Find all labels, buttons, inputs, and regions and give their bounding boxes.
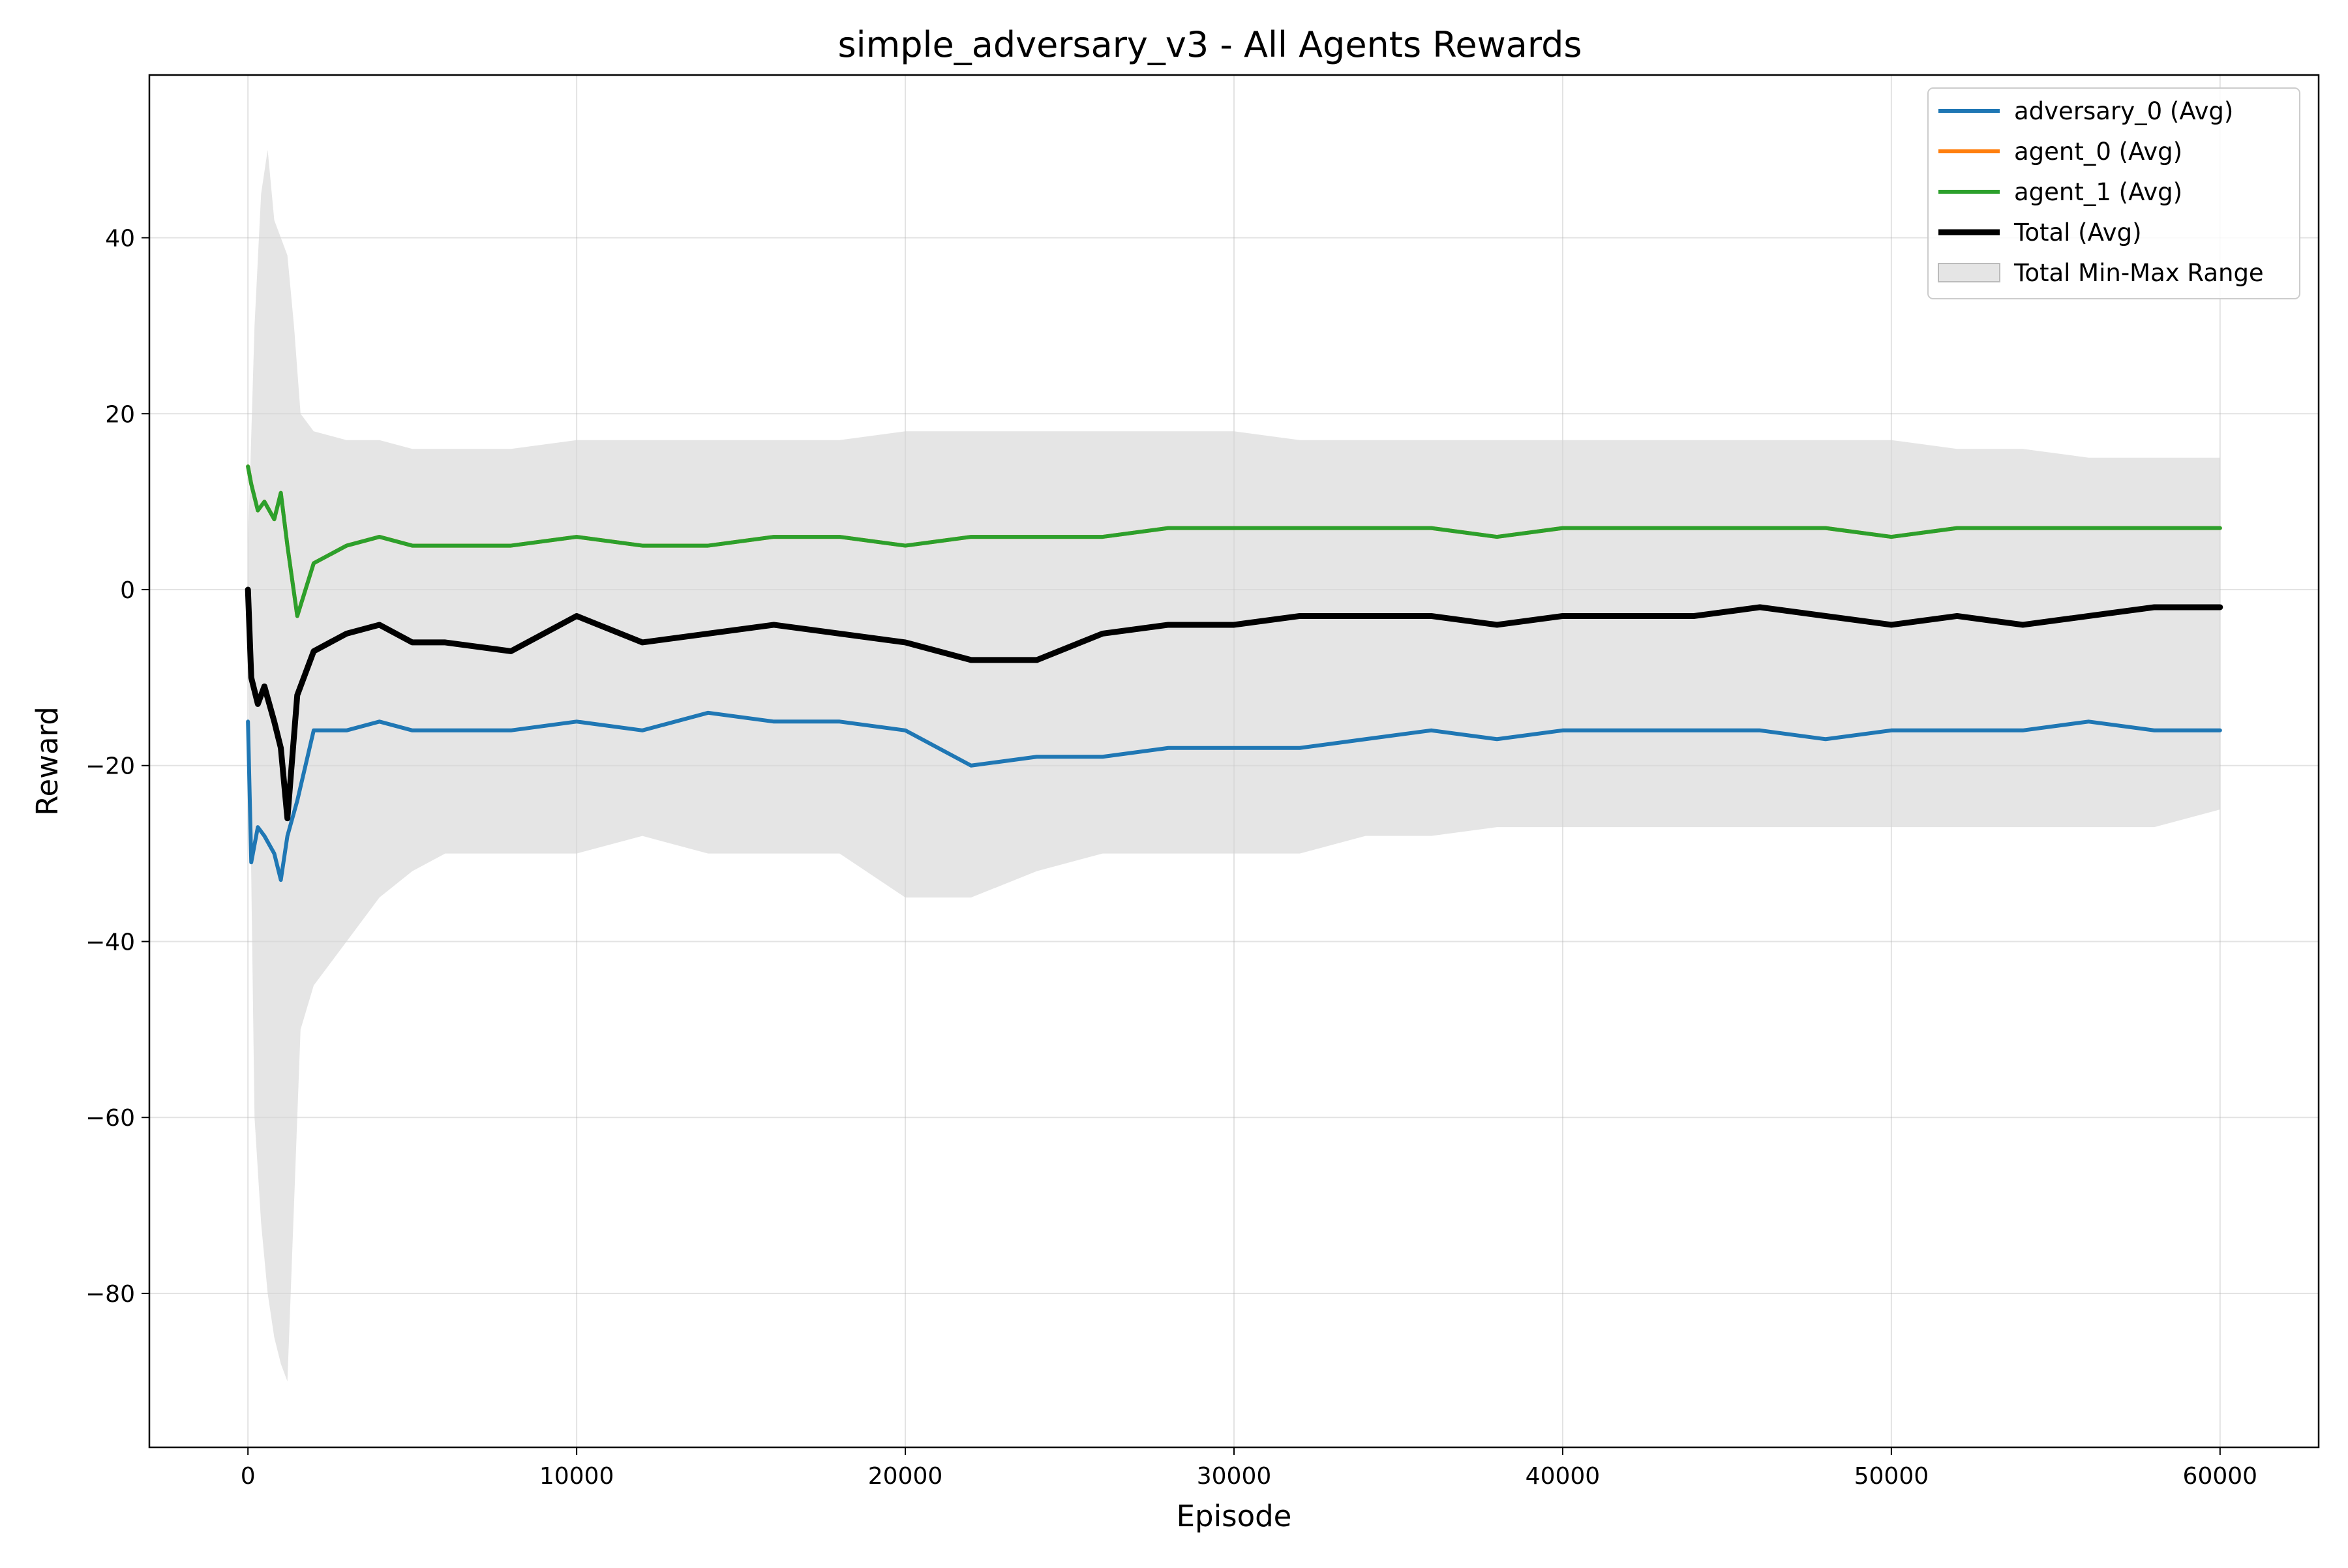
x-axis-label: Episode: [1177, 1499, 1292, 1533]
y-tick-label: −40: [85, 929, 135, 956]
legend: adversary_0 (Avg) agent_0 (Avg) agent_1 (A…: [1927, 87, 2300, 299]
y-tick-label: 0: [120, 577, 135, 604]
legend-label: adversary_0 (Avg): [2014, 97, 2233, 125]
series-line: [246, 464, 2222, 618]
y-tick-label: −80: [85, 1281, 135, 1308]
x-tick-label: 40000: [1526, 1463, 1601, 1490]
x-tick-label: 20000: [868, 1463, 943, 1490]
y-tick-label: −60: [85, 1105, 135, 1132]
plot-area: [149, 75, 2319, 1447]
legend-swatch: [1938, 263, 2000, 282]
x-tick-label: 30000: [1197, 1463, 1272, 1490]
y-tick-label: −20: [85, 753, 135, 780]
legend-label: agent_1 (Avg): [2014, 178, 2182, 206]
series-line: [245, 586, 2223, 822]
min-max-range-band: [248, 149, 2220, 1381]
legend-label: Total (Avg): [2013, 219, 2142, 247]
series-line: [246, 710, 2222, 882]
x-tick-label: 10000: [539, 1463, 614, 1490]
axis-ticks: 0 10000 20000 30000 40000 50000 60000 −80 −60 −40…: [85, 226, 2257, 1490]
y-tick-label: 40: [105, 226, 135, 252]
y-axis-label: Reward: [30, 706, 65, 816]
chart-title: simple_adversary_v3 - All Agents Rewards: [838, 24, 1582, 65]
legend-label: agent_0 (Avg): [2014, 138, 2182, 166]
x-tick-label: 50000: [1854, 1463, 1929, 1490]
y-tick-label: 20: [105, 401, 135, 428]
x-tick-label: 0: [241, 1463, 256, 1490]
legend-label: Total Min-Max Range: [2013, 259, 2264, 287]
x-tick-label: 60000: [2183, 1463, 2258, 1490]
legend-box: [1927, 87, 2300, 299]
